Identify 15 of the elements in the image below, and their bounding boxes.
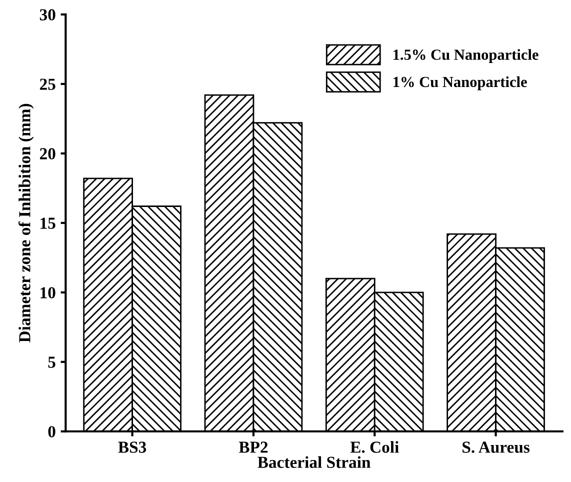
x-tick-label: BS3 [118, 442, 146, 453]
x-tick-label: E. Coli [350, 441, 399, 453]
y-tick-label: 15 [40, 218, 56, 229]
y-tick-label: 5 [48, 356, 56, 368]
y-tick-label: 20 [40, 148, 56, 160]
x-tick-label: BP2 [238, 442, 268, 453]
legend-label: 1% Cu Nanoparticle [394, 76, 527, 90]
y-tick-label: 0 [48, 426, 56, 438]
x-axis-title: Bacterial Strain [258, 456, 370, 468]
x-tick-label: S. Aureus [462, 442, 530, 453]
y-tick-label: 25 [40, 78, 56, 90]
y-tick-label: 30 [40, 9, 56, 20]
y-axis-title: Diameter zone of Inhibition (mm) [18, 104, 34, 342]
y-tick-label: 10 [40, 287, 56, 298]
legend-label: 1.5% Cu Nanoparticle [394, 49, 538, 63]
